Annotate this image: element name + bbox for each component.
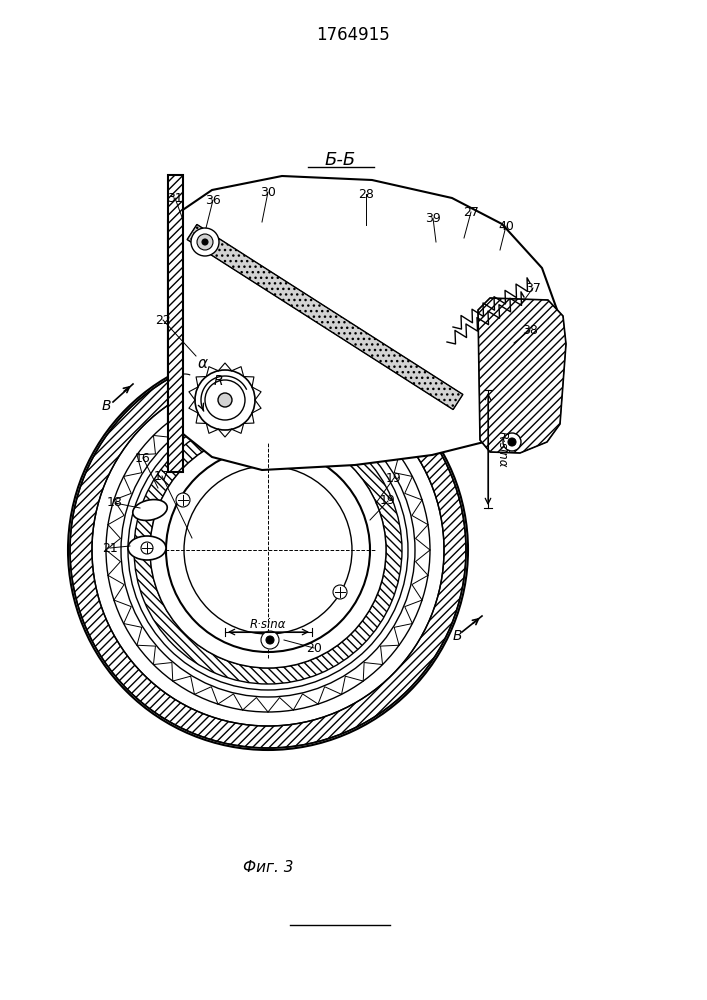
Text: 18: 18 bbox=[107, 496, 123, 510]
Circle shape bbox=[197, 234, 213, 250]
Circle shape bbox=[121, 403, 415, 697]
Text: 27: 27 bbox=[463, 206, 479, 219]
Circle shape bbox=[261, 631, 279, 649]
Text: 21: 21 bbox=[102, 542, 118, 554]
Text: Б-Б: Б-Б bbox=[325, 151, 356, 169]
Circle shape bbox=[503, 433, 521, 451]
Circle shape bbox=[333, 585, 347, 599]
Text: R·sinα: R·sinα bbox=[250, 617, 286, 631]
Text: α: α bbox=[198, 356, 208, 371]
Text: B: B bbox=[101, 399, 111, 413]
Circle shape bbox=[191, 228, 219, 256]
Text: 30: 30 bbox=[260, 186, 276, 198]
Polygon shape bbox=[168, 175, 183, 472]
Circle shape bbox=[68, 350, 468, 750]
Text: 28: 28 bbox=[358, 188, 374, 200]
Text: 38: 38 bbox=[522, 324, 538, 336]
Text: Фиг. 3: Фиг. 3 bbox=[243, 859, 293, 874]
Ellipse shape bbox=[133, 500, 168, 520]
Text: 17: 17 bbox=[154, 470, 170, 483]
Text: 40: 40 bbox=[498, 220, 514, 232]
Circle shape bbox=[218, 393, 232, 407]
Circle shape bbox=[508, 438, 516, 446]
Text: R·sinα: R·sinα bbox=[496, 431, 508, 467]
Polygon shape bbox=[168, 176, 562, 470]
Text: 19: 19 bbox=[386, 472, 402, 485]
Text: 31: 31 bbox=[167, 192, 183, 205]
Text: 36: 36 bbox=[205, 194, 221, 207]
Text: B: B bbox=[452, 629, 462, 643]
Text: 22: 22 bbox=[155, 314, 171, 326]
Text: 20: 20 bbox=[306, 642, 322, 654]
Text: 1764915: 1764915 bbox=[316, 26, 390, 44]
Text: 39: 39 bbox=[425, 212, 441, 225]
Text: 16: 16 bbox=[135, 452, 151, 464]
Circle shape bbox=[266, 636, 274, 644]
Circle shape bbox=[166, 448, 370, 652]
Polygon shape bbox=[478, 298, 566, 453]
Text: R: R bbox=[214, 374, 223, 388]
Text: 19: 19 bbox=[380, 494, 396, 508]
Circle shape bbox=[176, 493, 190, 507]
Polygon shape bbox=[187, 224, 463, 410]
Circle shape bbox=[128, 410, 408, 690]
Text: 37: 37 bbox=[525, 282, 541, 294]
Circle shape bbox=[205, 380, 245, 420]
Circle shape bbox=[195, 370, 255, 430]
Circle shape bbox=[184, 466, 352, 634]
Ellipse shape bbox=[128, 536, 166, 560]
Circle shape bbox=[150, 432, 386, 668]
Circle shape bbox=[202, 239, 208, 245]
Circle shape bbox=[141, 542, 153, 554]
